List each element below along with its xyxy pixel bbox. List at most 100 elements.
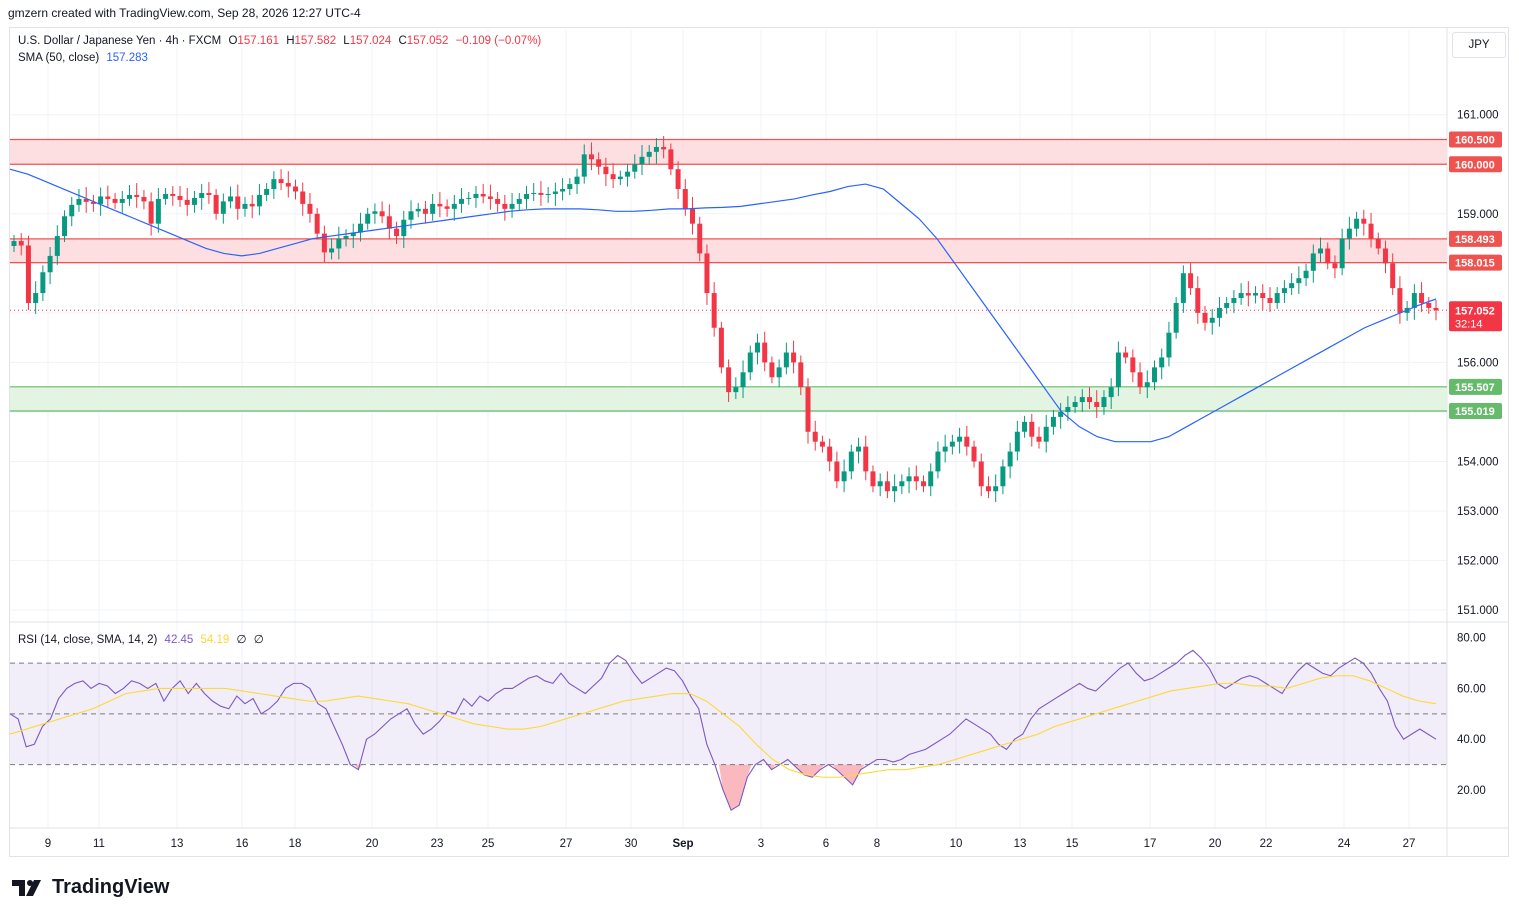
candle-body [1094,402,1100,407]
symbol-label[interactable]: U.S. Dollar / Japanese Yen · 4h · FXCM [18,35,222,47]
time-tick-label: 6 [823,838,829,850]
candle-body [69,204,75,217]
candle-body [985,486,991,492]
candle-body [877,481,883,487]
sma-legend[interactable]: SMA (50, close) 157.283 [18,52,152,64]
currency-selector[interactable]: JPY [1452,32,1506,58]
candle-body [1318,248,1324,254]
candle-body [1354,218,1360,229]
rsi-sma-line [9,675,1437,778]
time-tick-label: 13 [171,838,184,850]
candle-body [523,193,529,199]
rsi-oversold-fill [832,764,865,785]
candle-body [444,206,450,209]
rsi-band [10,663,1447,765]
tradingview-logo[interactable]: TradingView [12,876,169,899]
candle-body [1188,273,1194,289]
candle-body [1058,411,1064,417]
candle-body [422,208,428,214]
candle-body [1419,293,1425,303]
candle-body [249,203,255,207]
candle-body [293,186,299,192]
candle-body [98,196,104,204]
candle-body [148,201,154,224]
candle-body [62,216,68,237]
rsi-legend[interactable]: RSI (14, close, SMA, 14, 2) 42.45 54.19 … [18,632,268,646]
candle-body [170,193,176,196]
time-tick-label: 24 [1338,838,1351,850]
candle-body [357,223,363,233]
time-tick-label: 18 [289,838,302,850]
candle-body [639,156,645,165]
candle-body [827,446,833,462]
candle-body [105,196,111,199]
zone-price-label: 155.019 [1455,406,1495,418]
candle-body [126,194,132,199]
candle-body [1426,302,1432,308]
resistance-zone [10,139,1447,165]
candle-body [740,372,746,388]
candle-body [271,179,277,190]
price-legend: U.S. Dollar / Japanese Yen · 4h · FXCM O… [18,35,545,47]
candle-body [379,211,385,217]
zone-price-label-bg [1449,403,1502,420]
time-tick-label: 22 [1260,838,1273,850]
candle-body [1253,293,1259,296]
candle-body [921,481,927,487]
candle-body [18,241,24,246]
candle-body [459,198,465,204]
candle-body [1137,372,1143,388]
candle-body [1411,293,1417,308]
candle-body [884,481,890,492]
candle-body [1382,248,1388,264]
candle-body [408,211,414,220]
candle-body [1274,293,1280,303]
time-tick-label: 17 [1144,838,1157,850]
candle-body [1332,263,1338,269]
rsi-oversold-fill [791,764,825,778]
price-tick-label: 161.000 [1457,110,1499,122]
time-tick-label: 3 [758,838,764,850]
candle-body [314,213,320,234]
candle-body [163,193,169,199]
candle-body [1231,298,1237,303]
close-label: C [398,35,407,47]
price-tick-label: 154.000 [1457,456,1499,468]
candle-body [90,201,96,204]
rsi-oversold-fill [354,764,363,770]
chart-frame [9,27,1509,857]
candle-body [242,203,248,209]
candle-body [1375,238,1381,249]
candle-body [1151,367,1157,383]
candle-body [155,198,161,224]
candle-body [502,203,508,209]
candle-body [1296,278,1302,284]
candle-body [899,481,905,487]
zone-price-label-bg [1449,230,1502,247]
candle-body [675,169,681,190]
candle-body [394,228,400,237]
zone-price-label-bg [1449,131,1502,148]
high-value: 157.582 [294,35,337,47]
candle-body [1087,397,1093,403]
candle-body [1007,451,1013,467]
candle-body [1180,273,1186,303]
candle-body [321,233,327,253]
time-tick-label: 8 [874,838,880,850]
sma-value: 157.283 [106,52,148,64]
candle-body [610,174,616,180]
candle-body [1173,302,1179,333]
candle-body [646,151,652,157]
candle-body [596,159,602,167]
candle-body [1108,387,1114,398]
last-price-label: 157.052 [1455,305,1495,317]
candle-body [661,146,667,150]
candle-body [495,198,501,204]
candle-body [581,154,587,177]
candle-body [191,197,197,205]
candle-body [957,436,963,442]
candle-body [697,223,703,254]
rsi-oversold-fill [767,764,776,770]
candle-body [466,197,472,199]
